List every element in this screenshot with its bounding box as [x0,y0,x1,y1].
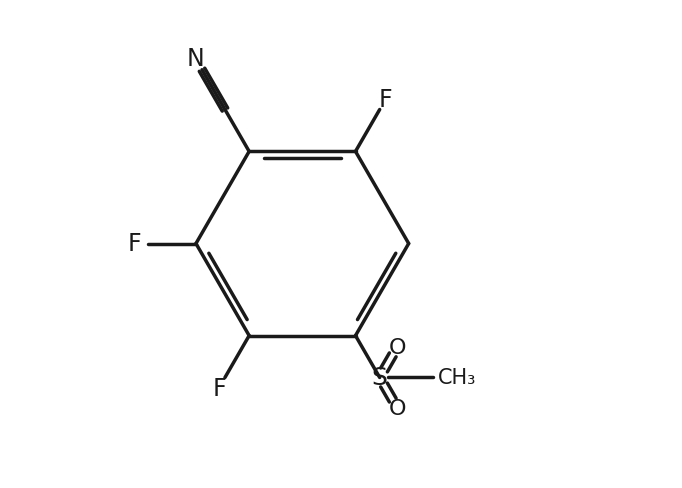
Text: O: O [388,398,406,418]
Text: F: F [212,376,226,400]
Text: S: S [372,366,387,390]
Text: F: F [379,88,392,112]
Text: CH₃: CH₃ [438,368,476,387]
Text: O: O [388,338,406,358]
Text: F: F [128,232,141,256]
Text: N: N [186,47,204,71]
